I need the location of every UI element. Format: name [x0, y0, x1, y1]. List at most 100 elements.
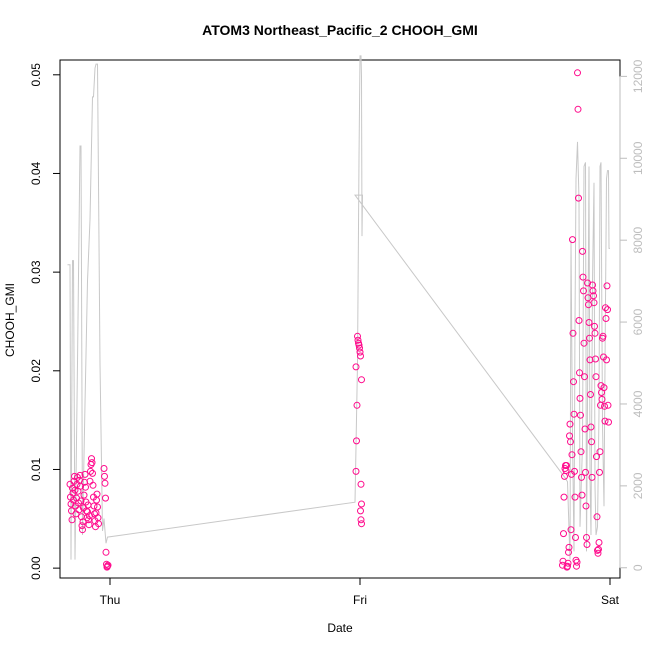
data-point — [602, 315, 610, 322]
data-point — [596, 448, 604, 456]
data-point — [560, 493, 568, 501]
data-point — [575, 194, 582, 202]
data-point — [568, 451, 576, 459]
data-point — [353, 437, 360, 445]
data-point — [604, 401, 612, 409]
data-point — [355, 341, 363, 349]
data-point — [591, 329, 599, 337]
data-point — [358, 520, 365, 528]
chart-title: ATOM3 Northeast_Pacific_2 CHOOH_GMI — [202, 22, 478, 38]
data-point — [101, 472, 108, 480]
data-point — [563, 462, 570, 469]
data-point — [587, 391, 594, 398]
y2-tick-label: 8000 — [631, 227, 645, 254]
data-point — [76, 471, 84, 479]
data-point — [603, 356, 610, 364]
data-point — [580, 339, 588, 347]
data-point — [354, 332, 361, 340]
data-point — [571, 467, 578, 475]
y2-tick-label: 6000 — [631, 308, 645, 335]
data-point — [595, 545, 602, 553]
data-point — [356, 344, 363, 352]
data-point — [567, 438, 574, 446]
data-point — [577, 448, 585, 456]
data-point — [579, 247, 586, 255]
data-point — [566, 420, 574, 428]
data-point — [79, 526, 86, 534]
data-point — [94, 503, 101, 511]
y2-tick-label: 0 — [631, 564, 645, 571]
data-point — [599, 332, 607, 340]
data-point — [81, 470, 89, 478]
data-point — [567, 526, 575, 534]
data-point — [565, 543, 573, 551]
data-point — [357, 516, 365, 524]
data-point — [588, 438, 595, 446]
x-tick-label: Thu — [100, 593, 121, 607]
data-point — [576, 369, 583, 377]
data-point — [90, 502, 98, 510]
data-point — [82, 483, 89, 491]
data-point — [104, 561, 112, 569]
y-tick-label: 0.02 — [29, 359, 43, 383]
data-point — [77, 497, 85, 505]
data-point — [71, 486, 79, 494]
data-point — [87, 467, 94, 475]
data-point — [601, 417, 609, 425]
data-point — [358, 376, 365, 384]
data-point — [560, 530, 567, 538]
data-point — [357, 507, 364, 515]
data-point — [68, 516, 76, 524]
data-point — [352, 363, 360, 371]
data-point — [84, 508, 91, 516]
y-tick-label: 0.04 — [29, 161, 43, 185]
data-point — [604, 306, 611, 314]
data-point — [357, 352, 364, 360]
data-point — [354, 336, 362, 344]
y-tick-label: 0.00 — [29, 556, 43, 580]
data-point — [564, 559, 572, 567]
data-point — [565, 548, 572, 556]
data-point — [573, 562, 580, 570]
y-tick-label: 0.03 — [29, 260, 43, 284]
data-point — [89, 469, 96, 477]
y2-tick-label: 2000 — [631, 472, 645, 499]
data-point — [592, 373, 600, 381]
data-point — [574, 105, 582, 113]
data-point — [605, 418, 612, 426]
y-tick-label: 0.01 — [29, 457, 43, 481]
data-point — [603, 282, 611, 290]
data-point — [86, 477, 94, 485]
data-point — [586, 334, 593, 342]
data-point — [566, 432, 573, 440]
data-point — [95, 520, 102, 528]
data-point — [570, 410, 578, 418]
data-point — [576, 394, 584, 402]
data-point — [590, 299, 598, 307]
data-point — [352, 467, 360, 475]
data-point — [589, 287, 597, 295]
data-point — [100, 465, 108, 472]
data-point — [594, 546, 601, 554]
data-point — [583, 534, 590, 541]
altitude-line — [67, 55, 610, 560]
data-point — [582, 502, 590, 510]
data-point — [594, 549, 602, 557]
y2-tick-label: 12000 — [631, 59, 645, 93]
data-point — [590, 292, 597, 300]
x-tick-label: Fri — [353, 593, 367, 607]
data-point — [580, 287, 587, 295]
data-point — [569, 236, 576, 244]
data-point — [593, 453, 600, 461]
x-tick-label: Sat — [601, 593, 620, 607]
data-point — [564, 562, 571, 570]
data-point — [358, 500, 365, 508]
data-point — [85, 521, 93, 529]
y2-tick-label: 4000 — [631, 390, 645, 417]
data-point — [89, 481, 97, 489]
y-tick-label: 0.05 — [29, 63, 43, 87]
data-point — [573, 558, 581, 566]
data-point — [574, 69, 581, 77]
data-point — [569, 329, 577, 337]
